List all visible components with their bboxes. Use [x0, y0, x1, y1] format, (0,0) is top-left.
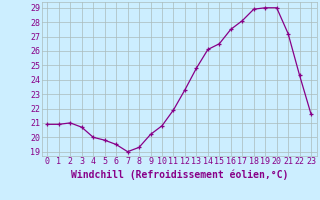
X-axis label: Windchill (Refroidissement éolien,°C): Windchill (Refroidissement éolien,°C) [70, 169, 288, 180]
